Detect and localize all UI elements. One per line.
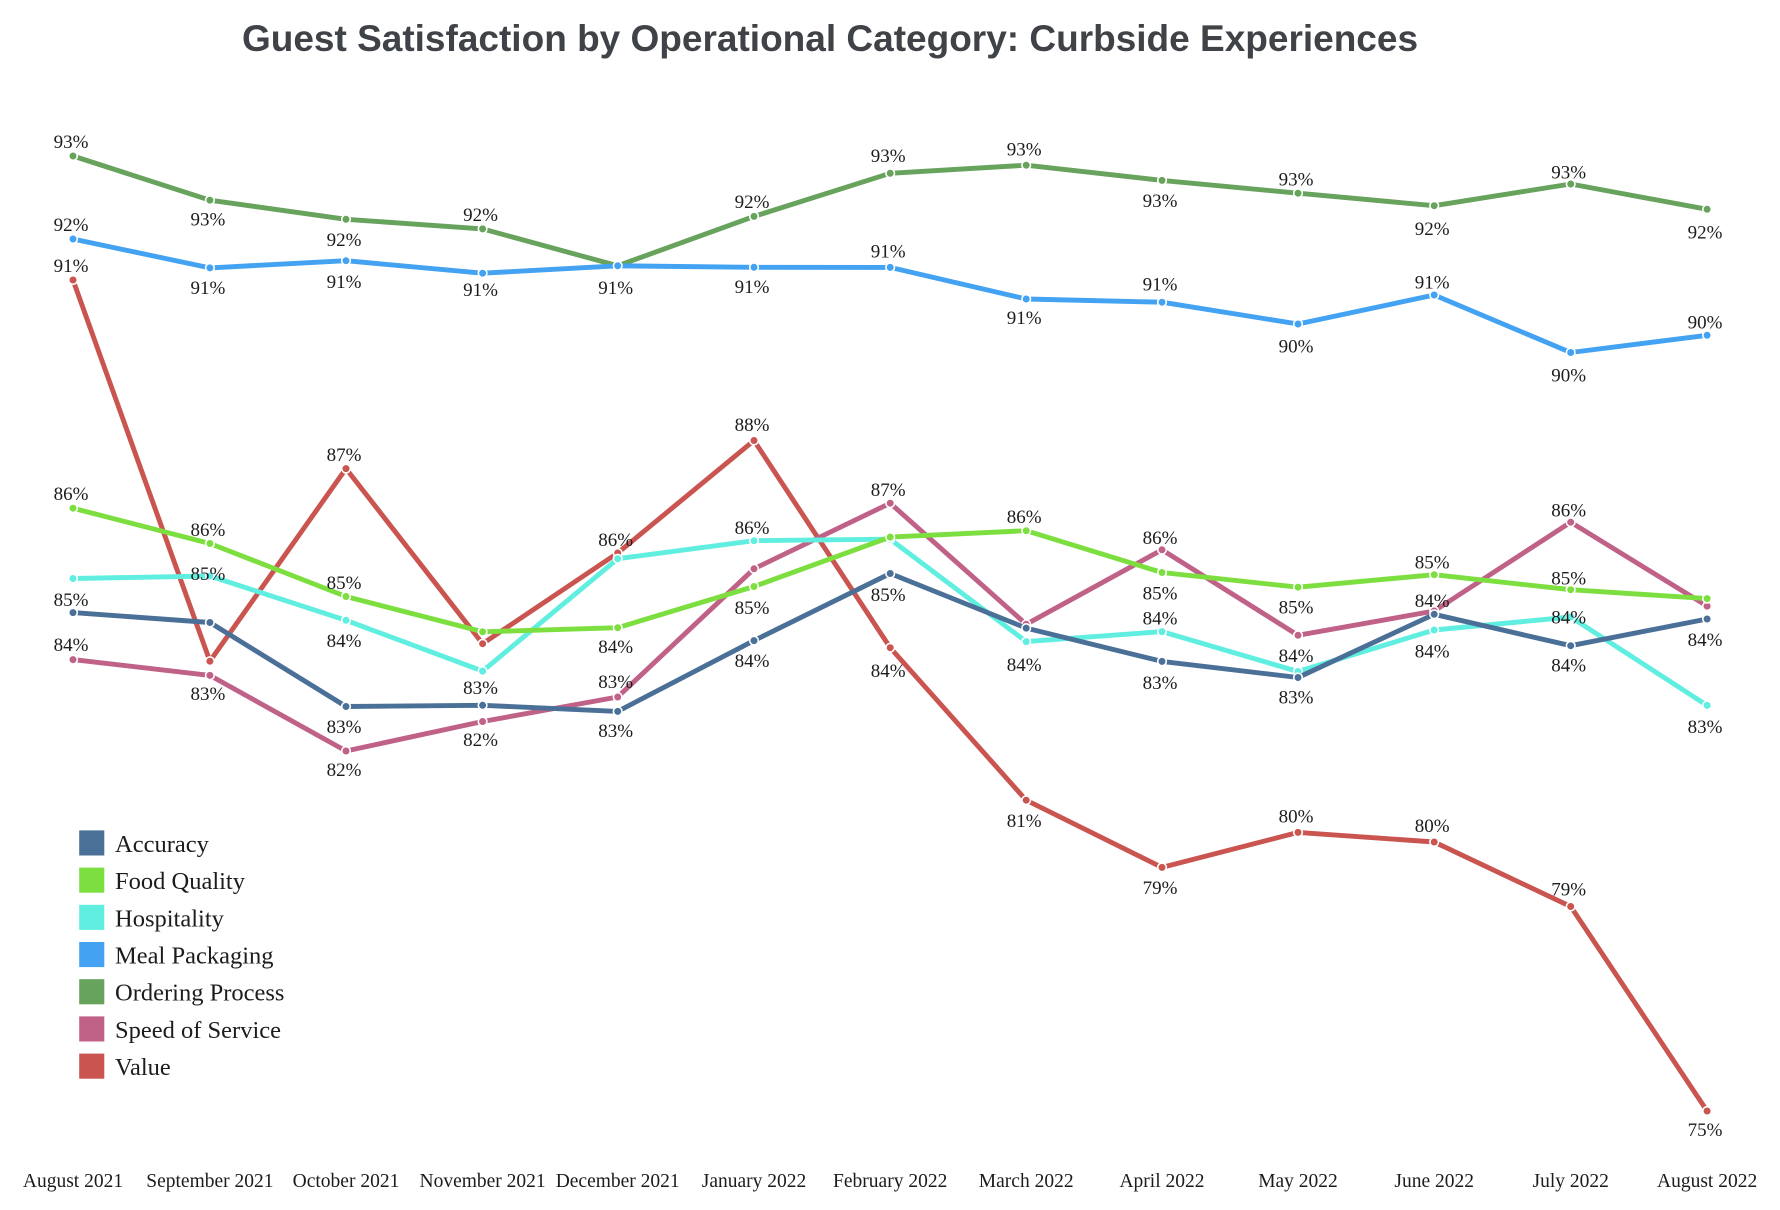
svg-text:September 2021: September 2021 [146,1171,273,1192]
svg-text:92%: 92% [735,192,770,213]
svg-text:93%: 93% [1551,163,1586,184]
svg-text:83%: 83% [463,678,498,699]
svg-text:84%: 84% [54,635,89,656]
svg-text:August 2021: August 2021 [23,1171,123,1192]
svg-text:93%: 93% [54,132,89,153]
svg-text:79%: 79% [1143,878,1178,899]
svg-text:Food Quality: Food Quality [115,868,246,895]
svg-text:75%: 75% [1688,1120,1723,1141]
svg-text:92%: 92% [1688,223,1723,244]
svg-text:86%: 86% [1143,528,1178,549]
svg-text:May 2022: May 2022 [1258,1171,1338,1192]
svg-text:84%: 84% [327,631,362,652]
svg-text:July 2022: July 2022 [1533,1171,1609,1192]
svg-text:83%: 83% [1688,717,1723,738]
svg-text:84%: 84% [1007,655,1042,676]
svg-text:80%: 80% [1279,807,1314,828]
svg-text:January 2022: January 2022 [702,1171,807,1192]
svg-text:84%: 84% [1551,608,1586,629]
svg-text:84%: 84% [1688,630,1723,651]
svg-text:Speed of Service: Speed of Service [115,1017,281,1044]
svg-text:83%: 83% [190,684,225,705]
svg-text:83%: 83% [1143,673,1178,694]
svg-text:February 2022: February 2022 [833,1171,947,1192]
svg-text:93%: 93% [1007,140,1042,161]
svg-text:85%: 85% [1279,598,1314,619]
svg-text:93%: 93% [190,210,225,231]
svg-text:82%: 82% [463,730,498,751]
svg-text:84%: 84% [1415,591,1450,612]
svg-text:86%: 86% [598,530,633,551]
svg-text:October 2021: October 2021 [293,1171,400,1192]
svg-text:November 2021: November 2021 [420,1171,546,1192]
svg-text:Hospitality: Hospitality [115,905,225,932]
svg-text:91%: 91% [190,278,225,299]
svg-text:86%: 86% [735,518,770,539]
svg-text:86%: 86% [54,484,89,505]
svg-text:93%: 93% [871,146,906,167]
svg-text:93%: 93% [1143,191,1178,212]
svg-text:Accuracy: Accuracy [115,831,210,858]
svg-text:90%: 90% [1688,313,1723,334]
svg-text:March 2022: March 2022 [979,1171,1074,1192]
svg-text:Ordering Process: Ordering Process [115,980,284,1007]
svg-text:93%: 93% [1279,170,1314,191]
svg-text:86%: 86% [1007,507,1042,528]
svg-text:83%: 83% [1279,688,1314,709]
svg-text:Meal Packaging: Meal Packaging [115,943,274,970]
svg-text:April 2022: April 2022 [1119,1171,1204,1192]
svg-text:December 2021: December 2021 [556,1171,680,1192]
svg-text:82%: 82% [327,760,362,781]
svg-text:84%: 84% [735,651,770,672]
svg-text:90%: 90% [1279,337,1314,358]
svg-text:87%: 87% [871,480,906,501]
svg-text:88%: 88% [735,415,770,436]
svg-text:Value: Value [115,1054,171,1081]
svg-text:92%: 92% [463,205,498,226]
svg-text:85%: 85% [871,585,906,606]
svg-text:91%: 91% [871,242,906,263]
svg-text:August 2022: August 2022 [1657,1171,1757,1192]
svg-text:86%: 86% [1551,501,1586,522]
svg-text:91%: 91% [1007,308,1042,329]
svg-text:84%: 84% [598,637,633,658]
svg-text:85%: 85% [1143,584,1178,605]
svg-text:87%: 87% [327,445,362,466]
svg-text:Guest Satisfaction by Operatio: Guest Satisfaction by Operational Catego… [242,18,1418,59]
svg-text:85%: 85% [1551,569,1586,590]
svg-text:92%: 92% [327,230,362,251]
svg-text:83%: 83% [598,721,633,742]
svg-text:92%: 92% [54,215,89,236]
svg-text:85%: 85% [327,573,362,594]
svg-text:91%: 91% [1143,275,1178,296]
svg-text:June 2022: June 2022 [1394,1171,1474,1192]
svg-text:85%: 85% [1415,553,1450,574]
svg-text:86%: 86% [190,520,225,541]
svg-text:84%: 84% [1143,609,1178,630]
svg-text:91%: 91% [463,280,498,301]
svg-text:92%: 92% [1415,219,1450,240]
svg-text:79%: 79% [1551,880,1586,901]
svg-text:84%: 84% [871,661,906,682]
svg-text:80%: 80% [1415,816,1450,837]
svg-text:91%: 91% [1415,273,1450,294]
svg-text:91%: 91% [735,277,770,298]
svg-text:81%: 81% [1007,811,1042,832]
svg-text:90%: 90% [1551,366,1586,387]
svg-text:85%: 85% [735,598,770,619]
svg-text:91%: 91% [327,272,362,293]
svg-text:84%: 84% [1415,642,1450,663]
svg-text:85%: 85% [190,564,225,585]
svg-text:85%: 85% [54,590,89,611]
svg-text:83%: 83% [598,672,633,693]
svg-text:83%: 83% [327,717,362,738]
svg-text:84%: 84% [1551,656,1586,677]
svg-text:91%: 91% [54,256,89,277]
svg-text:91%: 91% [598,278,633,299]
svg-text:84%: 84% [1279,646,1314,667]
